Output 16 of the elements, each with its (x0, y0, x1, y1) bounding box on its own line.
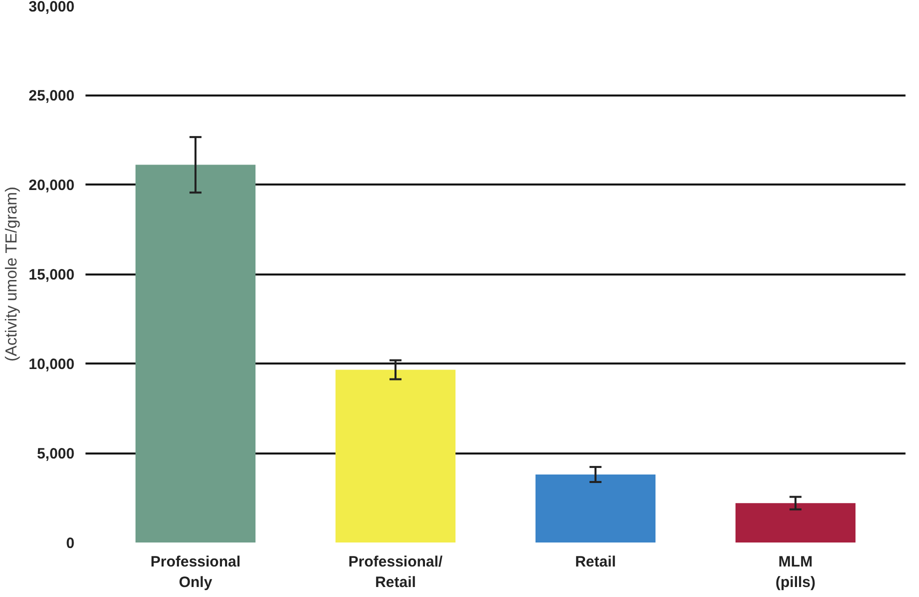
y-tick-label: 30,000 (28, 0, 75, 16)
x-tick-label: Professional Only (150, 554, 241, 591)
x-tick-label: Professional/ Retail (348, 554, 444, 591)
bar (536, 474, 656, 542)
x-tick-label: Retail (575, 554, 616, 570)
bar (736, 503, 856, 542)
bar (136, 164, 256, 542)
bar (336, 370, 456, 542)
y-tick-label: 15,000 (28, 266, 75, 284)
y-tick-label: 20,000 (28, 177, 75, 194)
y-tick-label: 10,000 (28, 356, 75, 373)
x-tick-label: MLM (pills) (776, 554, 816, 591)
y-tick-label: 25,000 (28, 88, 75, 104)
y-axis-title: (Activity umole TE/gram) (4, 186, 21, 362)
y-tick-label: 0 (66, 535, 74, 552)
y-tick-label: 5,000 (36, 446, 75, 462)
